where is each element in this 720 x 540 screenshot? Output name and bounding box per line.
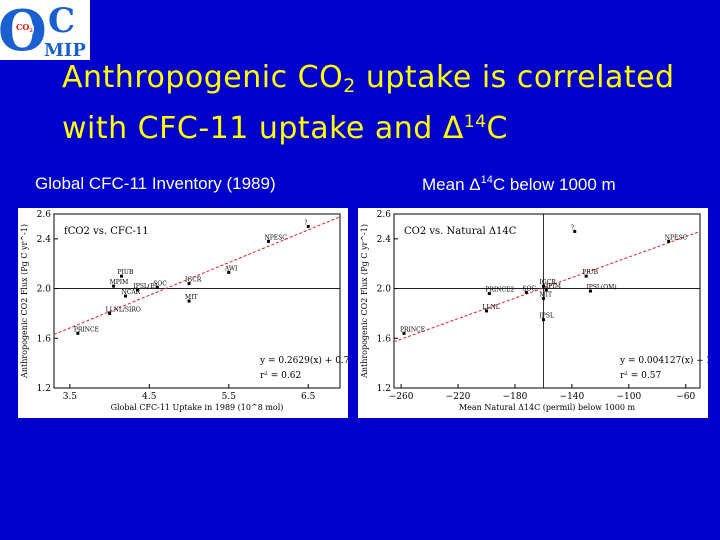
data-point-label: PRINCE — [400, 326, 425, 333]
data-point-label: ? — [304, 219, 307, 226]
x-axis-label: Mean Natural Δ14C (permil) below 1000 m — [459, 403, 636, 412]
regression-line — [53, 216, 341, 335]
data-point — [120, 274, 124, 278]
data-point — [541, 297, 545, 301]
data-point-label: ? — [571, 224, 574, 231]
data-point-label: MIT — [185, 294, 198, 301]
data-point-label: MIT — [539, 292, 552, 299]
data-point — [541, 318, 545, 322]
x-axis-label: Global CFC-11 Uptake in 1989 (10^8 mol) — [111, 403, 284, 412]
slide-title: Anthropogenic CO2 uptake is correlated w… — [62, 60, 712, 147]
data-point-label: SOC — [153, 280, 167, 287]
x-tick-label: 5.5 — [222, 392, 237, 402]
x-tick-label: −140 — [560, 392, 585, 402]
data-point — [155, 285, 159, 289]
data-point-label: IPSL(OM) — [586, 284, 616, 291]
caption-cfc11: Global CFC-11 Inventory (1989) — [35, 174, 276, 193]
data-point-label: PIUB — [582, 269, 598, 276]
logo-co2: CO2 — [16, 22, 33, 34]
data-point-label: MPIM — [542, 283, 561, 290]
x-tick-label: −180 — [503, 392, 528, 402]
y-tick-label: 2.6 — [37, 210, 52, 220]
data-point-label: AWI — [224, 265, 238, 272]
data-point — [485, 309, 489, 313]
y-tick-label: 2.0 — [37, 285, 52, 295]
chart-panel-delta14c: −260 −220 −180 −140 −100 −60 1.2 1.6 2.0 2.4 2.6 PR… — [358, 208, 720, 418]
title-line-2: with CFC-11 uptake and Δ14C — [62, 111, 508, 146]
data-point-label: PIUB — [118, 269, 134, 276]
data-point-label: SOC — [522, 285, 536, 292]
chart-inner-label: CO2 vs. Natural Δ14C — [404, 226, 517, 237]
data-point — [124, 294, 127, 298]
data-point — [108, 311, 112, 315]
data-point — [112, 284, 116, 288]
data-point — [524, 290, 528, 294]
data-point — [187, 282, 191, 286]
data-point — [402, 331, 406, 335]
data-point — [76, 331, 80, 335]
data-point-label: IPSL — [539, 313, 554, 320]
y-tick-label: 2.4 — [377, 235, 392, 245]
ocmip-logo: O CO2 C MIP — [0, 0, 90, 64]
y-axis-label: Anthropogenic CO2 Flux (Pg C yr^-1) — [20, 224, 29, 379]
x-tick-label: −100 — [616, 392, 641, 402]
data-point-label: LLNL/SIRO — [106, 306, 141, 313]
data-point — [187, 299, 191, 303]
regression-equation: y = 0.004127(x) + 2.666 — [619, 355, 708, 366]
title-line-1: Anthropogenic CO2 uptake is correlated — [62, 60, 675, 97]
x-tick-label: −60 — [676, 392, 695, 402]
data-point-label: IPSL(E) — [133, 283, 157, 290]
y-tick-label: 1.6 — [377, 334, 392, 344]
y-tick-label: 2.4 — [37, 235, 52, 245]
plot-frame — [53, 213, 341, 389]
data-point — [306, 224, 310, 228]
data-point-label: IGCR — [185, 277, 202, 284]
y-tick-label: 1.2 — [377, 384, 391, 394]
r-squared: r² = 0.62 — [260, 371, 301, 381]
x-tick-label: −220 — [446, 392, 471, 402]
data-point — [588, 289, 592, 293]
data-point-label: MPIM — [110, 279, 129, 286]
regression-line — [393, 230, 701, 343]
data-point — [573, 229, 577, 233]
regression-equation: y = 0.2629(x) + 0.7631 — [259, 355, 348, 366]
data-point-label: IGCR — [539, 279, 556, 286]
data-point-label: NPESC — [265, 234, 288, 241]
chart-inner-label: fCO2 vs. CFC-11 — [64, 226, 149, 237]
data-point-label: PRINCE2 — [485, 287, 514, 294]
data-point — [267, 239, 270, 243]
r-squared: r² = 0.57 — [620, 371, 661, 381]
y-tick-label: 2.6 — [377, 210, 392, 220]
logo-mip: MIP — [44, 40, 86, 60]
data-point — [584, 274, 588, 278]
y-tick-label: 2.0 — [377, 285, 392, 295]
y-tick-label: 1.2 — [37, 384, 51, 394]
y-axis-label: Anthropogenic CO2 Flux (Pg C yr^-1) — [360, 224, 369, 379]
data-point — [487, 292, 491, 296]
data-point — [541, 284, 545, 288]
x-tick-label: −260 — [389, 392, 414, 402]
data-point-label: NCAR — [122, 289, 141, 296]
x-tick-label: 3.5 — [63, 392, 78, 402]
caption-delta14c: Mean Δ14C below 1000 m — [422, 174, 616, 194]
x-tick-label: 4.5 — [142, 392, 157, 402]
data-point-label: NPESC — [665, 234, 688, 241]
data-point — [135, 288, 139, 292]
data-point-label: PRINCE — [74, 326, 99, 333]
data-point — [667, 239, 671, 243]
y-tick-label: 1.6 — [37, 334, 52, 344]
chart-panel-cfc11: 3.5 4.5 5.5 6.5 1.2 1.6 2.0 2.4 2.6 PRINCE LLNL/SI… — [18, 208, 367, 418]
logo-inner-circle — [14, 19, 34, 39]
chart-delta14c-vs-flux: −260 −220 −180 −140 −100 −60 1.2 1.6 2.0 2.4 2.6 PR… — [360, 210, 720, 412]
chart-cfc11-vs-flux: 3.5 4.5 5.5 6.5 1.2 1.6 2.0 2.4 2.6 PRINCE LLNL/SI… — [20, 210, 367, 412]
logo-c: C — [48, 1, 75, 41]
data-point-label: LLNL — [483, 304, 500, 311]
x-tick-label: 6.5 — [301, 392, 316, 402]
data-point — [227, 270, 231, 274]
plot-frame — [393, 213, 701, 389]
ocmip-logo-graphic: O CO2 C MIP — [0, 0, 86, 64]
data-point — [544, 288, 548, 292]
